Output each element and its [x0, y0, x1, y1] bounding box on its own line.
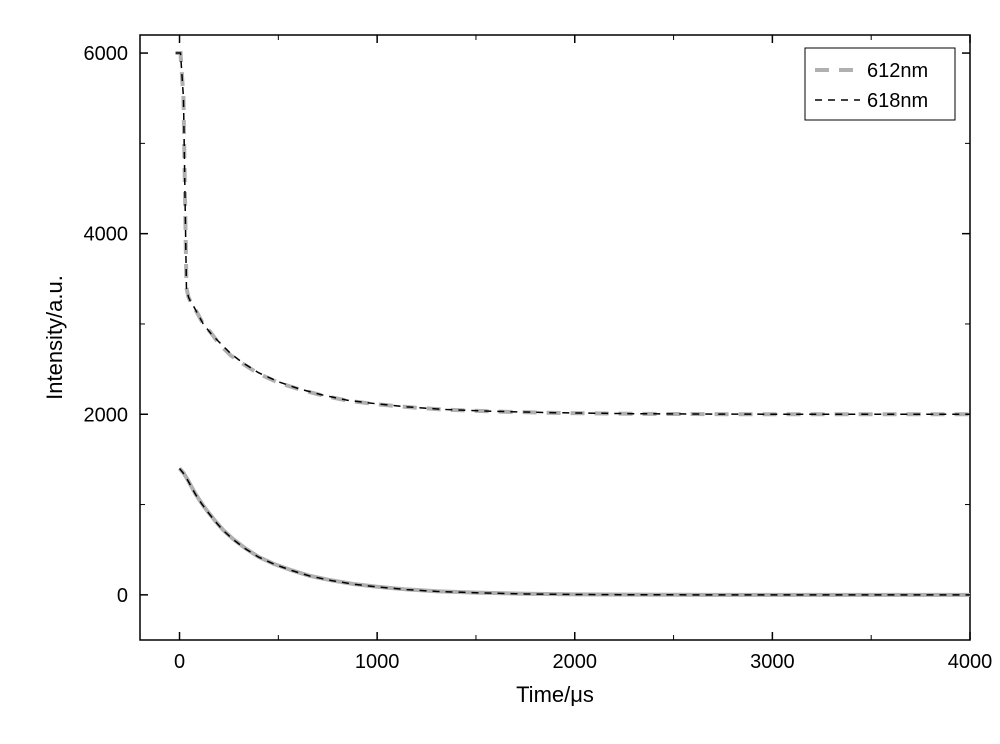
y-tick-label: 6000 [84, 43, 129, 65]
y-tick-label: 4000 [84, 224, 129, 246]
y-tick-label: 2000 [84, 404, 129, 426]
series-612nm-lower [180, 468, 970, 594]
chart-svg: 0 1000 2000 3000 4000 0 2000 4000 6000 Time/μs Int… [0, 0, 1000, 744]
y-axis-label: Intensity/a.u. [42, 275, 67, 400]
x-tick-label: 4000 [948, 651, 993, 673]
decay-chart: 0 1000 2000 3000 4000 0 2000 4000 6000 Time/μs Int… [0, 0, 1000, 744]
legend-item-label: 612nm [867, 60, 928, 82]
x-tick-label: 2000 [553, 651, 598, 673]
legend-item-label: 618nm [867, 90, 928, 112]
x-tick-label: 3000 [750, 651, 795, 673]
plot-frame [140, 35, 970, 640]
x-axis-label: Time/μs [516, 682, 594, 707]
x-tick-label: 0 [174, 651, 185, 673]
series-618nm-lower [180, 468, 970, 594]
x-tick-label: 1000 [355, 651, 400, 673]
y-tick-label: 0 [117, 585, 128, 607]
